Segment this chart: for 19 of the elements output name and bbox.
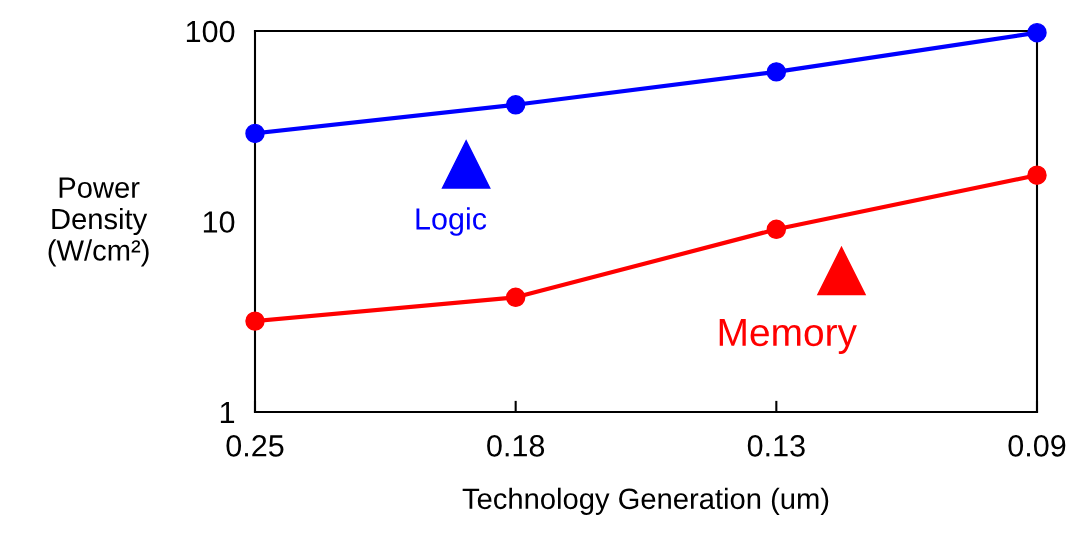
legend-label: Logic — [416, 207, 487, 236]
x-tick-label: 0.18 — [487, 435, 545, 457]
y-tick-label: 1 — [220, 402, 235, 424]
y-tick-label: 100 — [186, 20, 235, 43]
x-tick-label: 0.13 — [747, 435, 805, 457]
point — [766, 219, 787, 240]
point — [505, 287, 526, 308]
x-tick-label: 0.25 — [226, 435, 284, 457]
point — [245, 123, 265, 144]
x-axis-title: Technology Generation (um) — [462, 487, 829, 515]
point — [1027, 22, 1047, 43]
point — [766, 62, 787, 82]
y-axis-title: Power Density (W/cm²) — [48, 177, 149, 267]
point — [505, 95, 526, 115]
point — [1027, 165, 1047, 185]
x-tick-label: 0.09 — [1008, 435, 1066, 457]
y-tick-label: 10 — [203, 211, 235, 233]
legend-label: Memory — [719, 319, 857, 354]
point — [245, 311, 265, 331]
